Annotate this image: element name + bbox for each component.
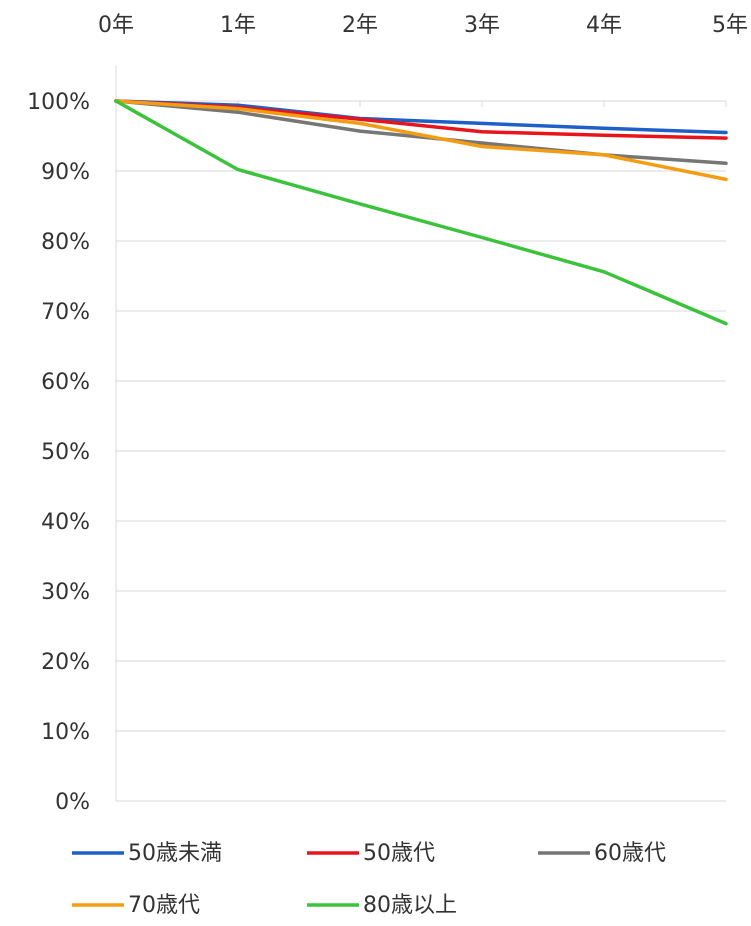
legend-item: 70歳代	[72, 893, 200, 918]
x-tick-label: 3年	[464, 13, 500, 38]
x-tick-label: 2年	[342, 13, 378, 38]
x-tick-labels: 0年 1年 2年 3年 4年 5年	[98, 13, 748, 38]
series-line	[114, 99, 728, 182]
legend-item: 50歳未満	[72, 841, 222, 866]
series-lines	[114, 99, 728, 326]
y-tick-label: 40%	[41, 510, 90, 535]
y-tick-label: 60%	[41, 370, 90, 395]
legend-label: 60歳代	[594, 841, 666, 866]
y-tick-label: 0%	[55, 790, 90, 815]
y-tick-label: 100%	[27, 90, 90, 115]
y-tick-label: 10%	[41, 720, 90, 745]
y-tick-label: 30%	[41, 580, 90, 605]
series-line	[114, 99, 728, 326]
x-tick-label: 4年	[586, 13, 622, 38]
series-line	[114, 99, 728, 166]
x-tick-label: 5年	[712, 13, 748, 38]
x-tick-label: 0年	[98, 13, 134, 38]
axes	[115, 66, 727, 802]
x-tick-label: 1年	[220, 13, 256, 38]
legend: 50歳未満 50歳代 60歳代 70歳代 80歳以上	[72, 841, 666, 918]
y-tick-label: 90%	[41, 160, 90, 185]
y-tick-label: 20%	[41, 650, 90, 675]
y-tick-labels: 0% 10% 20% 30% 40% 50% 60% 70% 80% 90% 100%	[27, 90, 90, 815]
y-tick-label: 70%	[41, 300, 90, 325]
legend-label: 70歳代	[128, 893, 200, 918]
legend-label: 80歳以上	[363, 893, 457, 918]
legend-item: 80歳以上	[307, 893, 457, 918]
legend-item: 50歳代	[307, 841, 435, 866]
y-tick-label: 50%	[41, 440, 90, 465]
legend-label: 50歳代	[363, 841, 435, 866]
y-tick-label: 80%	[41, 230, 90, 255]
gridlines	[116, 100, 726, 732]
legend-item: 60歳代	[538, 841, 666, 866]
legend-label: 50歳未満	[128, 841, 222, 866]
